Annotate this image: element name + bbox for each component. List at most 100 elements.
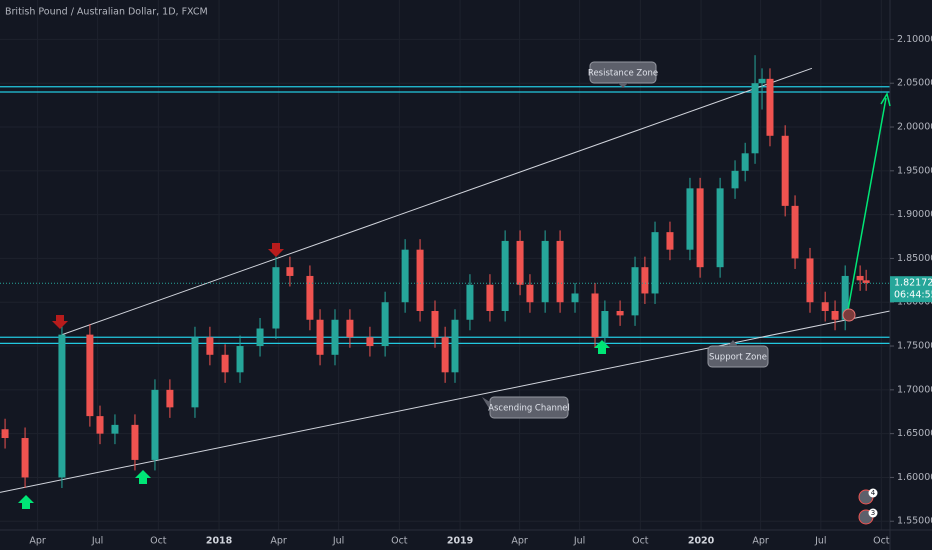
annotation: Ascending Channel: [488, 404, 570, 414]
projection-head: [880, 92, 891, 107]
candle-body: [651, 232, 659, 294]
candle-body: [856, 275, 864, 281]
y-tick-label: 2.10000: [897, 34, 932, 45]
candle-body: [451, 319, 459, 373]
candle-body: [741, 153, 749, 171]
x-tick-label: Jul: [91, 536, 103, 547]
x-tick-label: Oct: [391, 536, 408, 547]
candle-body: [331, 319, 339, 355]
y-tick-label: 1.90000: [897, 209, 932, 220]
candle-body: [236, 346, 244, 373]
x-tick-label: 2018: [206, 536, 233, 547]
down-arrow: [52, 315, 68, 329]
grid: [0, 0, 890, 530]
candle-body: [166, 389, 174, 408]
channel-callout: Ascending Channel: [482, 396, 570, 419]
resistance-callout: Resistance Zone: [588, 61, 658, 88]
x-tick-label: Oct: [873, 536, 890, 547]
candle-body: [841, 275, 849, 320]
candle-body: [346, 319, 354, 338]
candle-body: [272, 267, 280, 329]
support-callout: Support Zone: [707, 340, 769, 368]
annotation: Support Zone: [709, 353, 767, 363]
candle-body: [641, 267, 649, 294]
countdown-label: 06:44:55: [894, 290, 932, 301]
x-tick-label: Jul: [573, 536, 585, 547]
candle-body: [616, 310, 624, 316]
candle-body: [366, 337, 374, 347]
y-tick-label: 2.00000: [897, 122, 932, 133]
trend-line: [62, 67, 813, 336]
candle-body: [416, 249, 424, 311]
candle-body: [21, 438, 29, 478]
x-tick-label: Jul: [332, 536, 344, 547]
y-tick-label: 1.65000: [897, 428, 932, 439]
candle-body: [766, 78, 774, 136]
current-price-label: 1.82172: [894, 278, 932, 289]
x-tick-label: Apr: [752, 536, 769, 547]
candle-body: [286, 267, 294, 276]
candle-body: [96, 416, 104, 434]
candle-body: [781, 135, 789, 206]
badge-count: 4: [871, 489, 876, 497]
x-tick-label: Oct: [632, 536, 649, 547]
x-tick-label: Apr: [270, 536, 287, 547]
y-tick-label: 2.05000: [897, 78, 932, 89]
candle-body: [501, 240, 509, 311]
candle-body: [821, 302, 829, 311]
y-tick-label: 1.60000: [897, 472, 932, 483]
candle-body: [381, 302, 389, 347]
projection-line: [847, 97, 887, 311]
candle-body: [441, 337, 449, 373]
arrows: [18, 92, 891, 509]
y-tick-label: 1.80000: [897, 297, 932, 308]
candle-body: [58, 334, 66, 478]
candle-body: [751, 83, 759, 154]
candle-body: [601, 310, 609, 338]
candle-body: [631, 267, 639, 316]
badge-dot: [868, 488, 878, 498]
candle-body: [516, 240, 524, 285]
candle-body: [86, 334, 94, 417]
candle-body: [831, 310, 839, 320]
y-tick-label: 1.75000: [897, 341, 932, 352]
candle-body: [696, 188, 704, 268]
up-arrow: [18, 495, 34, 509]
candle-body: [431, 310, 439, 338]
candle-body: [401, 249, 409, 303]
candle-body: [862, 280, 870, 283]
x-tick-label: Apr: [511, 536, 528, 547]
plot: [0, 55, 891, 493]
callout-pointer: [482, 397, 490, 410]
candle-body: [131, 424, 139, 460]
up-arrow: [594, 340, 610, 354]
x-tick-label: Oct: [150, 536, 167, 547]
callout-pointer: [728, 340, 738, 346]
candle-body: [526, 284, 534, 303]
candle-body: [256, 328, 264, 347]
candle-body: [591, 293, 599, 338]
x-tick-label: Apr: [29, 536, 46, 547]
y-tick-label: 1.55000: [897, 516, 932, 527]
candle-body: [686, 188, 694, 250]
candle-body: [221, 354, 229, 373]
touch-marker: [842, 308, 856, 322]
candle-body: [151, 389, 159, 460]
y-tick-label: 1.85000: [897, 253, 932, 264]
badge-dot: [868, 508, 878, 518]
callout-pointer: [618, 83, 628, 88]
annotation: Resistance Zone: [588, 69, 658, 79]
candle-body: [541, 240, 549, 303]
trend-line: [0, 310, 891, 493]
candle-body: [666, 232, 674, 250]
candle-body: [486, 284, 494, 311]
candle-body: [791, 205, 799, 259]
candle-body: [571, 293, 579, 303]
candle-body: [716, 188, 724, 268]
axes: 1.55000 1.60000 1.65000 1.70000 1.75000 1.800…: [29, 34, 932, 547]
up-arrow: [135, 470, 151, 484]
candle-body: [206, 337, 214, 355]
badge-count: 3: [871, 509, 875, 517]
current-price-box: [890, 276, 932, 303]
